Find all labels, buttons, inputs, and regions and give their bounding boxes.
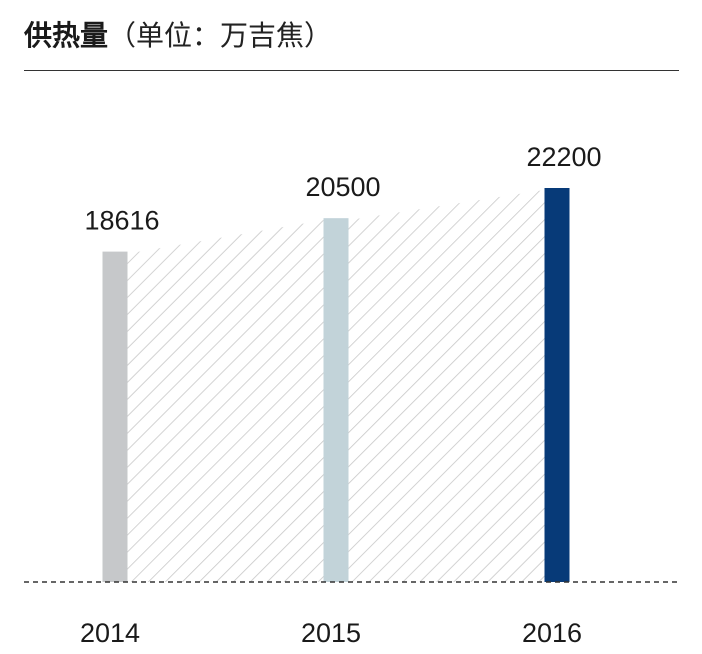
value-label-2015: 20500 [305,172,380,202]
bar-2016 [544,188,570,582]
hatch-area-2015-2016 [348,190,545,582]
category-label-2015: 2015 [301,618,361,648]
category-label-2014: 2014 [80,618,140,648]
value-label-2016: 22200 [526,142,601,172]
title-divider [24,70,679,71]
chart-title: 供热量（单位：万吉焦） [24,14,332,58]
hatch-area-2014-2015 [127,220,324,582]
value-label-2014: 18616 [84,206,159,236]
chart-title-main: 供热量 [24,19,109,52]
bar-2014 [102,251,128,583]
category-label-2016: 2016 [522,618,582,648]
bar-2015 [323,218,349,582]
chart-title-unit: （单位：万吉焦） [108,19,333,52]
